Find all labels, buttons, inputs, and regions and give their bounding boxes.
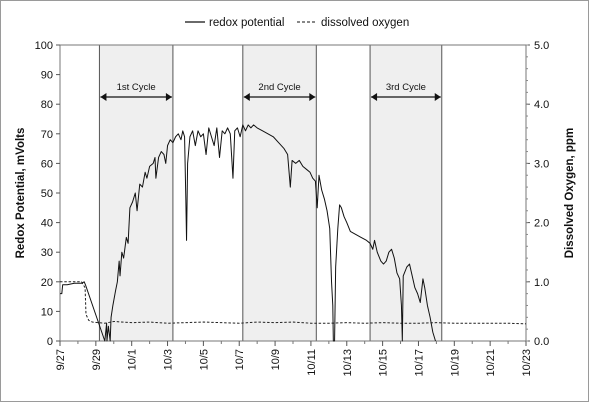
legend-label-dissolved-oxygen: dissolved oxygen — [321, 17, 409, 29]
x-tick-label-2: 10/1 — [127, 349, 139, 370]
cycle-label-3: 3rd Cycle — [386, 82, 426, 93]
x-tick-label-3: 10/3 — [163, 349, 175, 370]
x-axis: 9/27 9/29 10/1 10/3 10/5 10/7 10/9 10/11 10/13 10… — [55, 341, 533, 377]
cycle-arrowhead-left-2 — [243, 93, 250, 101]
y-left-tick-label-0: 0 — [47, 336, 53, 348]
y-right-tick-label-1: 1.0 — [534, 277, 549, 289]
y-left-tick-label-5: 50 — [41, 188, 53, 200]
cycle-arrowhead-right-1 — [165, 93, 172, 101]
y-left-tick-label-7: 70 — [41, 129, 53, 141]
y-left-tick-label-10: 100 — [35, 40, 53, 52]
y-right-tick-label-0: 0.0 — [534, 336, 549, 348]
y-left-tick-label-1: 10 — [41, 306, 53, 318]
y-axis-left-title: Redox Potential, mVolts — [15, 128, 27, 259]
cycle-shading-layer: 1st Cycle 2nd Cycle 3rd Cycle — [98, 44, 443, 342]
y-left-tick-label-9: 90 — [41, 70, 53, 82]
y-right-tick-label-5: 5.0 — [534, 40, 549, 52]
x-tick-label-7: 10/11 — [306, 349, 318, 376]
x-tick-label-8: 10/13 — [342, 349, 354, 377]
x-tick-label-10: 10/17 — [413, 349, 425, 377]
cycle-arrowhead-left-1 — [100, 93, 107, 101]
x-tick-label-1: 9/29 — [91, 349, 103, 370]
series-line-dissolved-oxygen — [60, 281, 527, 325]
y-left-tick-label-2: 20 — [41, 277, 53, 289]
y-left-tick-label-6: 60 — [41, 158, 53, 170]
x-tick-label-0: 9/27 — [55, 349, 67, 370]
cycle-label-1: 1st Cycle — [117, 82, 156, 93]
x-tick-label-4: 10/5 — [198, 349, 210, 370]
y-left-tick-label-3: 30 — [41, 247, 53, 259]
x-tick-label-12: 10/21 — [485, 349, 497, 377]
x-tick-label-13: 10/23 — [521, 349, 533, 377]
y-right-tick-label-4: 4.0 — [534, 99, 549, 111]
x-tick-label-5: 10/7 — [234, 349, 246, 370]
y-right-tick-label-3: 3.0 — [534, 158, 549, 170]
cycle-arrowhead-left-3 — [371, 93, 378, 101]
y-right-tick-label-2: 2.0 — [534, 218, 549, 230]
y-axis-right: 0.0 1.0 2.0 3.0 4.0 5.0 — [526, 40, 549, 348]
x-tick-label-9: 10/15 — [378, 349, 390, 377]
legend-label-redox: redox potential — [209, 17, 284, 29]
y-left-tick-label-8: 80 — [41, 99, 53, 111]
cycle-arrowhead-right-2 — [309, 93, 316, 101]
cycle-label-2: 2nd Cycle — [258, 82, 300, 93]
y-axis-right-title: Dissolved Oxygen, ppm — [564, 128, 576, 258]
y-axis-left: 0 10 20 30 40 50 60 70 80 90 100 — [35, 40, 60, 348]
x-tick-label-6: 10/9 — [270, 349, 282, 370]
cycle-arrowhead-right-3 — [434, 93, 441, 101]
y-left-tick-label-4: 40 — [41, 218, 53, 230]
legend: redox potential dissolved oxygen — [185, 17, 409, 29]
series-line-redox-potential — [60, 124, 436, 342]
x-tick-label-11: 10/19 — [449, 349, 461, 377]
